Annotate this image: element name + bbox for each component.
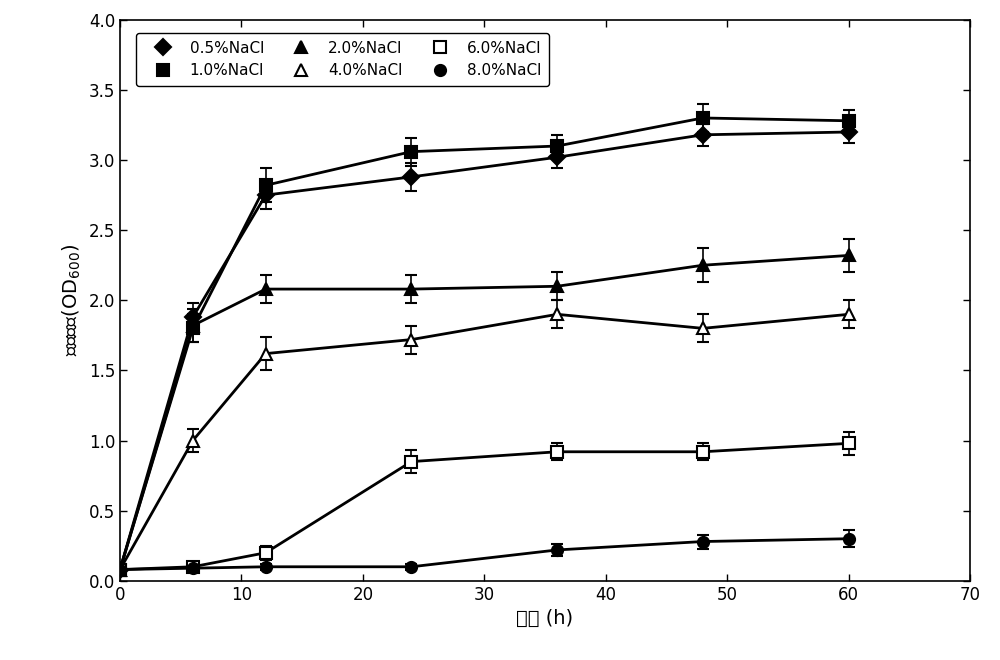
6.0%NaCl	[697, 448, 709, 456]
4.0%NaCl	[697, 325, 709, 333]
6.0%NaCl	[260, 549, 272, 557]
Line: 8.0%NaCl: 8.0%NaCl	[114, 533, 854, 575]
Line: 4.0%NaCl: 4.0%NaCl	[114, 309, 854, 575]
X-axis label: 时间 (h): 时间 (h)	[516, 609, 574, 628]
2.0%NaCl	[114, 566, 126, 574]
0.5%NaCl	[405, 173, 417, 181]
8.0%NaCl	[843, 535, 855, 543]
Y-axis label: 细菌生长(OD$_{600}$): 细菌生长(OD$_{600}$)	[61, 244, 83, 356]
2.0%NaCl	[187, 321, 199, 329]
0.5%NaCl	[551, 153, 563, 161]
4.0%NaCl	[551, 310, 563, 318]
2.0%NaCl	[405, 285, 417, 293]
8.0%NaCl	[114, 566, 126, 574]
8.0%NaCl	[697, 537, 709, 545]
0.5%NaCl	[114, 566, 126, 574]
1.0%NaCl	[114, 566, 126, 574]
2.0%NaCl	[551, 282, 563, 290]
6.0%NaCl	[114, 566, 126, 574]
8.0%NaCl	[187, 564, 199, 572]
8.0%NaCl	[551, 546, 563, 554]
2.0%NaCl	[843, 251, 855, 259]
0.5%NaCl	[260, 191, 272, 199]
0.5%NaCl	[697, 131, 709, 139]
4.0%NaCl	[187, 437, 199, 445]
4.0%NaCl	[843, 310, 855, 318]
6.0%NaCl	[551, 448, 563, 456]
4.0%NaCl	[405, 336, 417, 344]
4.0%NaCl	[260, 350, 272, 358]
1.0%NaCl	[697, 114, 709, 122]
Line: 1.0%NaCl: 1.0%NaCl	[114, 112, 854, 575]
2.0%NaCl	[697, 261, 709, 269]
6.0%NaCl	[405, 457, 417, 465]
Line: 6.0%NaCl: 6.0%NaCl	[114, 438, 854, 575]
6.0%NaCl	[843, 440, 855, 447]
8.0%NaCl	[260, 563, 272, 571]
Legend: 0.5%NaCl, 1.0%NaCl, 2.0%NaCl, 4.0%NaCl, 6.0%NaCl, 8.0%NaCl: 0.5%NaCl, 1.0%NaCl, 2.0%NaCl, 4.0%NaCl, …	[136, 33, 549, 86]
4.0%NaCl	[114, 566, 126, 574]
6.0%NaCl	[187, 563, 199, 571]
Line: 2.0%NaCl: 2.0%NaCl	[114, 250, 854, 575]
Line: 0.5%NaCl: 0.5%NaCl	[114, 127, 854, 575]
8.0%NaCl	[405, 563, 417, 571]
1.0%NaCl	[551, 142, 563, 150]
1.0%NaCl	[187, 325, 199, 333]
1.0%NaCl	[843, 117, 855, 125]
1.0%NaCl	[260, 182, 272, 189]
0.5%NaCl	[843, 128, 855, 136]
0.5%NaCl	[187, 314, 199, 321]
2.0%NaCl	[260, 285, 272, 293]
1.0%NaCl	[405, 148, 417, 156]
